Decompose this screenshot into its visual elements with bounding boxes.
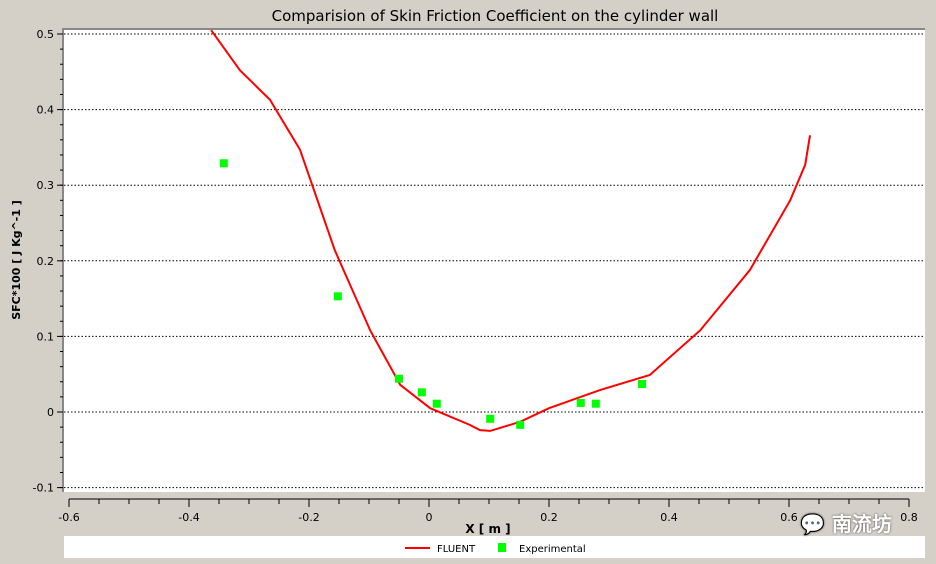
x-axis-label: X [ m ] (465, 522, 510, 536)
y-tick-label: 0.5 (37, 28, 55, 41)
y-tick-label: 0.3 (37, 179, 55, 192)
x-tick-label: 0 (426, 511, 433, 524)
experimental-point (395, 374, 403, 383)
y-tick-label: 0.4 (37, 104, 55, 117)
y-tick-label: 0 (47, 406, 54, 419)
experimental-point (219, 159, 228, 168)
x-tick-label: -0.2 (298, 511, 319, 524)
legend-experimental-swatch (498, 543, 506, 552)
x-tick-label: 0.2 (540, 511, 558, 524)
y-tick-label: -0.1 (33, 482, 54, 495)
experimental-point (576, 398, 585, 407)
experimental-point (432, 399, 441, 408)
chart-title: Comparision of Skin Friction Coefficient… (272, 7, 719, 25)
x-tick-label: -0.6 (58, 511, 79, 524)
x-tick-label: 0.4 (660, 511, 678, 524)
legend-fluent-label: FLUENT (437, 544, 476, 555)
x-tick-label: -0.4 (178, 511, 199, 524)
experimental-point (417, 388, 426, 397)
watermark-text: 南流坊 (831, 512, 892, 536)
experimental-point (591, 399, 600, 408)
experimental-point (486, 414, 495, 423)
x-tick-label: 0.6 (780, 511, 798, 524)
experimental-point (333, 292, 342, 301)
y-tick-label: 0.1 (37, 330, 55, 343)
watermark-icon: 💬 (800, 512, 825, 536)
experimental-point (638, 380, 646, 389)
y-tick-label: 0.2 (37, 255, 55, 268)
x-tick-label: 0.8 (900, 511, 918, 524)
watermark: 💬 南流坊 (800, 508, 892, 537)
plot-area (64, 28, 925, 492)
fluent-line (210, 29, 811, 432)
y-axis-label: SFC*100 [ J Kg^-1 ] (10, 200, 23, 320)
legend-experimental-label: Experimental (519, 544, 586, 555)
experimental-point (516, 420, 525, 429)
legend: FLUENT Experimental (64, 536, 925, 558)
